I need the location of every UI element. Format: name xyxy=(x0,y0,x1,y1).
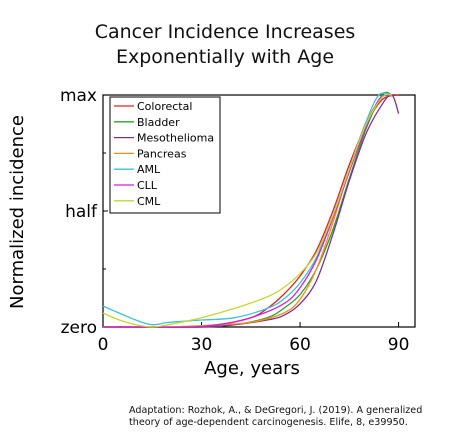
x-tick-label: 30 xyxy=(191,335,213,355)
ticks-layer: 0 30 60 90 zero half max xyxy=(60,86,409,355)
x-tick-label: 60 xyxy=(289,335,311,355)
series-line-cml xyxy=(102,93,393,328)
x-axis-label: Age, years xyxy=(204,358,300,379)
x-tick-label: 0 xyxy=(98,335,109,355)
legend-label-cml: CML xyxy=(137,195,161,208)
chart-title-line-2: Exponentially with Age xyxy=(115,46,335,68)
series-layer xyxy=(102,91,400,328)
legend-label-pancreas: Pancreas xyxy=(137,147,187,160)
chart-title-line-1: Cancer Incidence Increases xyxy=(94,21,356,43)
x-tick-label: 90 xyxy=(388,335,410,355)
legend-label-colorectal: Colorectal xyxy=(137,100,192,113)
y-tick-label: half xyxy=(65,202,98,222)
legend-box xyxy=(109,96,221,214)
legend: Colorectal Bladder Mesothelioma Pancreas AML… xyxy=(109,96,221,214)
legend-label-aml: AML xyxy=(137,163,161,176)
y-tick-label: max xyxy=(60,86,97,106)
y-axis-label: Normalized incidence xyxy=(7,115,28,309)
y-tick-label: zero xyxy=(61,318,97,338)
legend-label-bladder: Bladder xyxy=(137,116,180,129)
legend-label-mesothelioma: Mesothelioma xyxy=(137,132,214,145)
citation: Adaptation: Rozhok, A., & DeGregori, J. … xyxy=(129,405,423,428)
series-line-cll xyxy=(102,94,389,328)
legend-label-cll: CLL xyxy=(137,179,158,192)
series-line-mesothelioma xyxy=(102,94,400,328)
chart-title: Cancer Incidence Increases Exponentially… xyxy=(0,20,450,70)
